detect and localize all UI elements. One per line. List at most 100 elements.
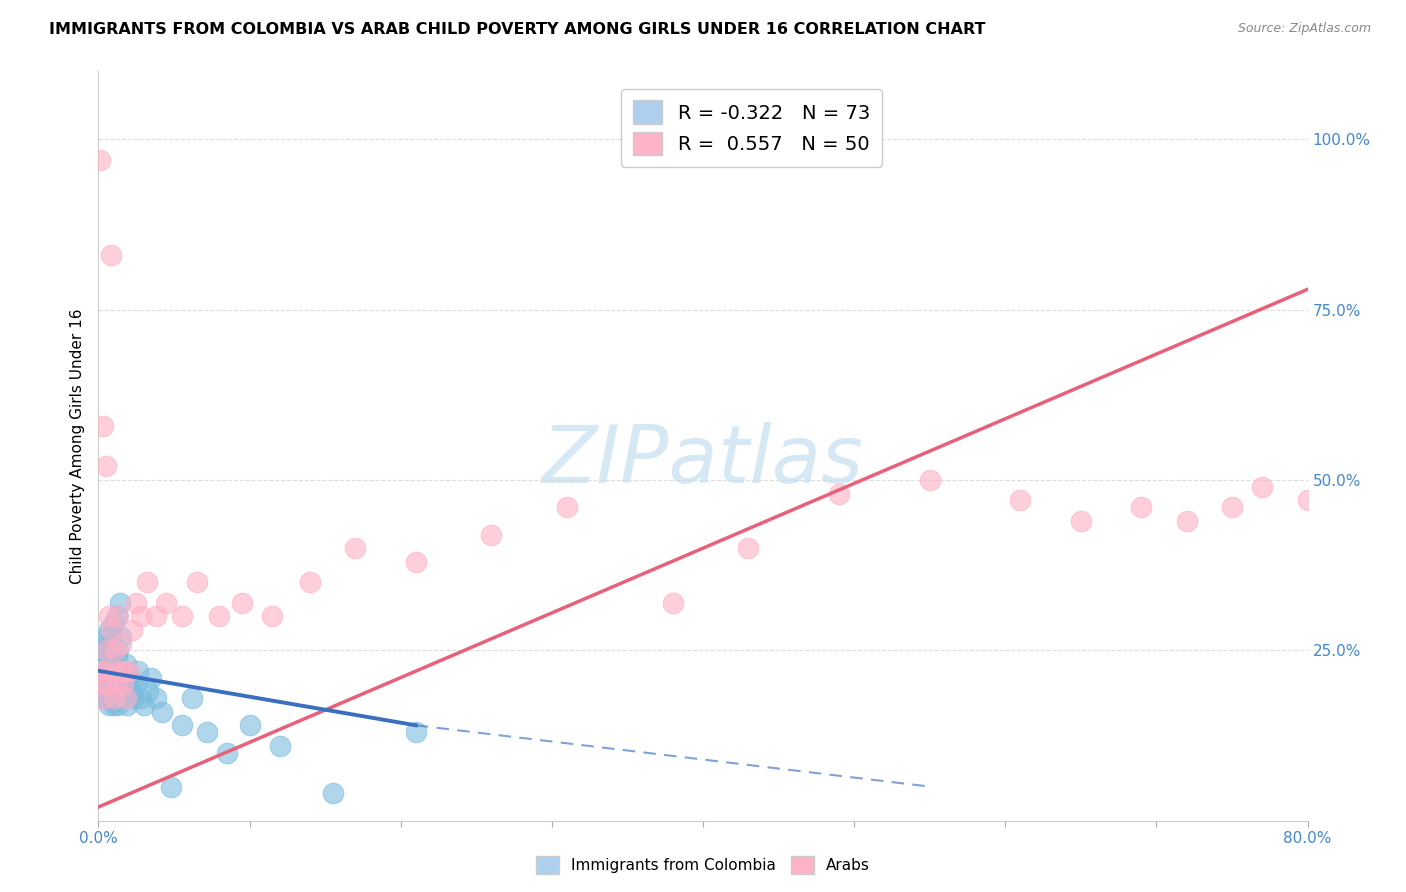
Point	[90, 664, 112, 678]
Point	[118, 677, 141, 691]
Point	[107, 609, 129, 624]
Point	[94, 684, 117, 698]
Point	[115, 698, 138, 712]
Point	[322, 786, 344, 800]
Point	[555, 500, 578, 515]
Point	[94, 671, 117, 685]
Point	[186, 575, 208, 590]
Point	[481, 527, 503, 541]
Point	[170, 609, 193, 624]
Point	[215, 746, 238, 760]
Point	[125, 596, 148, 610]
Point	[93, 664, 115, 678]
Point	[110, 691, 132, 706]
Point	[100, 248, 122, 262]
Point	[108, 684, 131, 698]
Point	[104, 691, 127, 706]
Point	[89, 153, 111, 167]
Point	[239, 718, 262, 732]
Point	[89, 677, 111, 691]
Point	[145, 609, 167, 624]
Point	[100, 677, 122, 691]
Point	[90, 664, 112, 678]
Point	[94, 459, 117, 474]
Point	[141, 671, 163, 685]
Point	[110, 664, 132, 678]
Point	[104, 643, 127, 657]
Point	[103, 698, 125, 712]
Point	[96, 650, 118, 665]
Point	[101, 636, 124, 650]
Point	[96, 677, 118, 691]
Y-axis label: Child Poverty Among Girls Under 16: Child Poverty Among Girls Under 16	[69, 309, 84, 583]
Point	[150, 705, 173, 719]
Point	[120, 671, 142, 685]
Point	[112, 664, 135, 678]
Legend: Immigrants from Colombia, Arabs: Immigrants from Colombia, Arabs	[530, 849, 876, 880]
Point	[118, 664, 141, 678]
Point	[737, 541, 759, 556]
Point	[101, 664, 124, 678]
Point	[100, 650, 122, 665]
Point	[661, 596, 683, 610]
Point	[105, 684, 128, 698]
Point	[1251, 480, 1274, 494]
Point	[170, 718, 193, 732]
Point	[828, 486, 851, 500]
Point	[181, 691, 204, 706]
Point	[111, 677, 134, 691]
Point	[208, 609, 231, 624]
Point	[103, 657, 125, 671]
Point	[100, 623, 122, 637]
Point	[145, 691, 167, 706]
Point	[94, 636, 117, 650]
Point	[94, 657, 117, 671]
Point	[107, 698, 129, 712]
Point	[90, 677, 112, 691]
Point	[105, 677, 128, 691]
Point	[103, 691, 125, 706]
Point	[91, 671, 114, 685]
Text: Source: ZipAtlas.com: Source: ZipAtlas.com	[1237, 22, 1371, 36]
Point	[112, 664, 135, 678]
Point	[98, 698, 121, 712]
Point	[103, 677, 125, 691]
Point	[231, 596, 253, 610]
Point	[121, 684, 143, 698]
Point	[105, 609, 128, 624]
Point	[114, 684, 136, 698]
Point	[111, 671, 134, 685]
Point	[110, 630, 132, 644]
Point	[108, 664, 131, 678]
Point	[96, 664, 118, 678]
Point	[91, 657, 114, 671]
Point	[90, 684, 112, 698]
Text: IMMIGRANTS FROM COLOMBIA VS ARAB CHILD POVERTY AMONG GIRLS UNDER 16 CORRELATION : IMMIGRANTS FROM COLOMBIA VS ARAB CHILD P…	[49, 22, 986, 37]
Point	[1296, 493, 1319, 508]
Point	[98, 623, 121, 637]
Point	[111, 677, 134, 691]
Point	[105, 650, 128, 665]
Point	[114, 657, 136, 671]
Point	[269, 739, 291, 753]
Point	[93, 691, 115, 706]
Point	[344, 541, 367, 556]
Point	[136, 684, 159, 698]
Point	[1220, 500, 1243, 515]
Point	[93, 691, 115, 706]
Point	[1010, 493, 1032, 508]
Point	[125, 677, 148, 691]
Point	[98, 677, 121, 691]
Point	[96, 691, 118, 706]
Point	[98, 657, 121, 671]
Point	[135, 575, 157, 590]
Point	[1175, 514, 1198, 528]
Point	[94, 643, 117, 657]
Point	[101, 664, 124, 678]
Point	[262, 609, 284, 624]
Point	[405, 555, 427, 569]
Point	[155, 596, 177, 610]
Text: ZIPatlas: ZIPatlas	[541, 422, 865, 500]
Point	[195, 725, 218, 739]
Point	[108, 596, 131, 610]
